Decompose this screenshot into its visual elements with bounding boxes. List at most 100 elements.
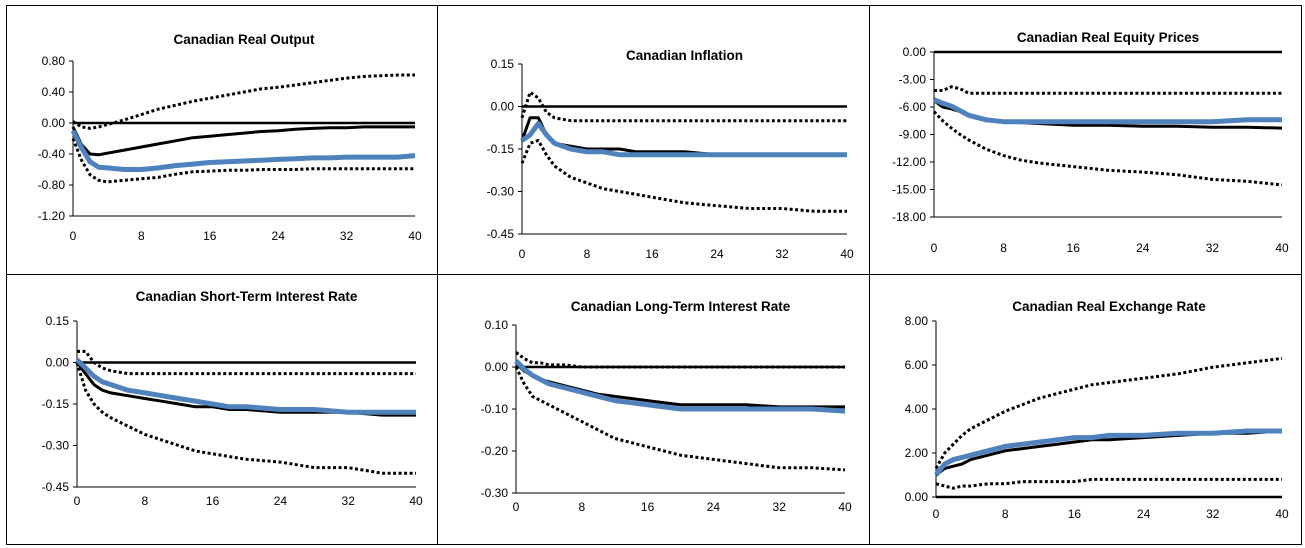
- x-tick-label: 40: [838, 500, 852, 514]
- chart-title: Canadian Real Output: [173, 32, 315, 47]
- series-line-confidence-band: [935, 477, 1282, 490]
- chart-svg: Canadian Inflation 0.15 0.00 -0.15 -0.30 -0.4…: [487, 48, 854, 261]
- series-line-confidence-band: [520, 90, 847, 123]
- x-tick-label: 24: [1136, 241, 1150, 255]
- x-tick-label: 32: [1206, 507, 1220, 521]
- x-tick-label: 24: [1137, 507, 1151, 521]
- x-tick-label: 32: [773, 500, 787, 514]
- y-tick-label: 0.00: [42, 116, 66, 130]
- x-tick-label: 8: [584, 247, 591, 261]
- y-tick-label: 0.15: [46, 314, 70, 328]
- x-tick-label: 40: [1275, 507, 1289, 521]
- y-tick-label: -18.00: [892, 210, 926, 224]
- y-tick-label: -12.00: [892, 155, 926, 169]
- y-tick-label: -0.15: [487, 142, 515, 156]
- x-tick-label: 16: [206, 494, 220, 508]
- y-tick-label: 4.00: [905, 402, 929, 416]
- y-tick-label: -15.00: [892, 183, 926, 197]
- x-tick-label: 0: [513, 500, 520, 514]
- x-tick-label: 16: [1068, 507, 1082, 521]
- chart-title: Canadian Real Exchange Rate: [1012, 299, 1206, 314]
- chart-title: Canadian Real Equity Prices: [1017, 30, 1199, 45]
- x-tick-label: 16: [1067, 241, 1081, 255]
- panel-long-term-rate: Canadian Long-Term Interest Rate 0.10 0.00…: [437, 274, 870, 545]
- y-tick-label: 0.10: [485, 318, 509, 332]
- y-tick-label: -1.20: [38, 209, 66, 223]
- y-tick-label: -0.15: [42, 397, 70, 411]
- x-tick-label: 8: [1002, 507, 1009, 521]
- panel-exchange-rate: Canadian Real Exchange Rate 8.00 6.00 4.00 2…: [869, 274, 1302, 545]
- x-tick-label: 16: [645, 247, 659, 261]
- series-line-model: [75, 357, 416, 415]
- y-tick-label: -0.30: [487, 185, 515, 199]
- series-line-confidence-band: [72, 73, 415, 130]
- x-tick-label: 32: [775, 247, 789, 261]
- x-tick-label: 40: [1275, 241, 1289, 255]
- series-line-model: [514, 358, 846, 414]
- y-tick-label: -0.30: [481, 486, 509, 500]
- panel-real-output: Canadian Real Output 0.80 0.40 0.00 -0.40 -0.…: [6, 5, 438, 275]
- y-tick-label: 0.15: [491, 57, 515, 71]
- chart-title: Canadian Short-Term Interest Rate: [136, 289, 358, 304]
- y-tick-label: 0.00: [485, 360, 509, 374]
- series-line-model: [934, 428, 1282, 477]
- chart-svg: Canadian Real Output 0.80 0.40 0.00 -0.40 -0.…: [38, 32, 422, 243]
- x-tick-label: 16: [203, 229, 217, 243]
- y-tick-label: -0.40: [38, 147, 66, 161]
- x-tick-label: 0: [70, 229, 77, 243]
- x-tick-label: 8: [138, 229, 145, 243]
- series-line-model: [70, 129, 416, 172]
- y-tick-label: 0.00: [46, 356, 70, 370]
- x-tick-label: 32: [1206, 241, 1220, 255]
- y-tick-label: 0.00: [491, 100, 515, 114]
- x-tick-label: 0: [931, 241, 938, 255]
- y-tick-label: -0.80: [38, 178, 66, 192]
- chart-svg: Canadian Short-Term Interest Rate 0.15 0.0…: [42, 289, 423, 508]
- y-tick-label: 0.40: [42, 85, 66, 99]
- chart-title: Canadian Inflation: [626, 48, 743, 63]
- series-line-estimate: [514, 361, 845, 409]
- y-tick-label: 6.00: [905, 358, 929, 372]
- y-tick-label: -0.30: [42, 439, 70, 453]
- chart-svg: Canadian Long-Term Interest Rate 0.10 0.00…: [481, 299, 852, 514]
- chart-title: Canadian Long-Term Interest Rate: [571, 299, 791, 314]
- series-line-confidence-band: [932, 110, 1283, 187]
- y-tick-label: 8.00: [905, 314, 929, 328]
- y-tick-label: -6.00: [899, 100, 927, 114]
- x-tick-label: 40: [408, 229, 422, 243]
- series-line-confidence-band: [934, 85, 1282, 95]
- x-tick-label: 24: [272, 229, 286, 243]
- x-tick-label: 24: [710, 247, 724, 261]
- y-tick-label: -9.00: [899, 128, 927, 142]
- series-line-model: [520, 121, 847, 158]
- x-tick-label: 32: [340, 229, 354, 243]
- series-line-confidence-band: [514, 366, 846, 472]
- x-tick-label: 40: [409, 494, 423, 508]
- y-tick-label: -0.10: [481, 402, 509, 416]
- chart-svg: Canadian Real Equity Prices 0.00 -3.00 -6.0…: [892, 30, 1289, 255]
- y-tick-label: 2.00: [905, 446, 929, 460]
- chart-grid: Canadian Real Output 0.80 0.40 0.00 -0.40 -0.…: [6, 5, 1302, 545]
- x-tick-label: 24: [707, 500, 721, 514]
- series-line-confidence-band: [75, 362, 416, 475]
- series-line-confidence-band: [934, 356, 1283, 470]
- x-tick-label: 0: [519, 247, 526, 261]
- y-tick-label: 0.80: [42, 54, 66, 68]
- panel-equity-prices: Canadian Real Equity Prices 0.00 -3.00 -6.0…: [869, 5, 1302, 275]
- chart-svg: Canadian Real Exchange Rate 8.00 6.00 4.00 2…: [905, 299, 1289, 521]
- x-tick-label: 40: [840, 247, 854, 261]
- x-tick-label: 24: [274, 494, 288, 508]
- y-tick-label: -0.45: [487, 227, 515, 241]
- y-tick-label: -0.20: [481, 444, 509, 458]
- series-line-confidence-band: [515, 351, 845, 369]
- series-line-estimate: [71, 125, 415, 157]
- panel-short-term-rate: Canadian Short-Term Interest Rate 0.15 0.0…: [6, 274, 438, 545]
- y-tick-label: -3.00: [899, 73, 927, 87]
- series-line-confidence-band: [520, 139, 847, 213]
- x-tick-label: 0: [933, 507, 940, 521]
- y-tick-label: 0.00: [905, 490, 929, 504]
- x-tick-label: 8: [1000, 241, 1007, 255]
- x-tick-label: 0: [74, 494, 81, 508]
- y-tick-label: -0.45: [42, 480, 70, 494]
- x-tick-label: 16: [641, 500, 655, 514]
